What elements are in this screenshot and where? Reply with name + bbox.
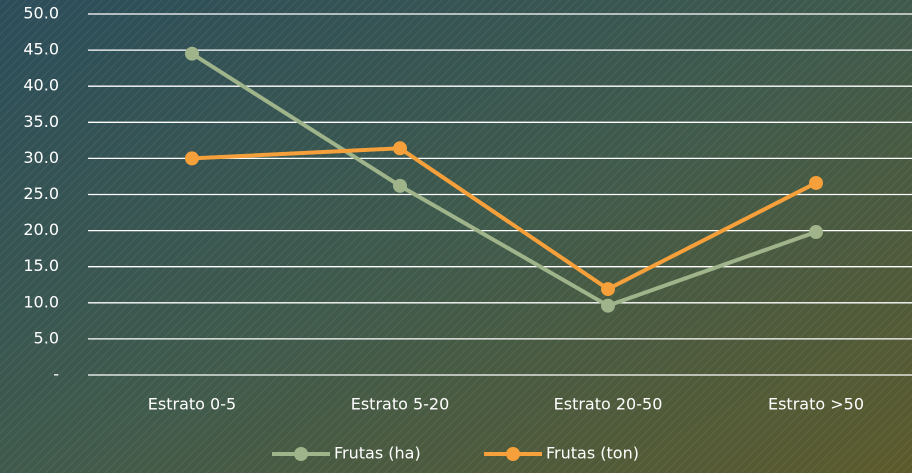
y-tick-label: 25.0 <box>23 184 59 203</box>
data-point <box>809 225 823 240</box>
y-tick-label: 40.0 <box>23 76 59 95</box>
y-tick-label: 45.0 <box>23 40 59 59</box>
x-tick-label: Estrato 20-50 <box>554 395 663 414</box>
legend-label: Frutas (ha) <box>334 444 421 463</box>
y-tick-label: 5.0 <box>34 328 59 347</box>
y-tick-label: 10.0 <box>23 292 59 311</box>
legend-marker <box>506 447 520 461</box>
data-point <box>601 298 615 313</box>
y-tick-label: 20.0 <box>23 220 59 239</box>
data-point <box>393 178 407 193</box>
data-point <box>393 141 407 156</box>
data-point <box>185 46 199 61</box>
legend-label: Frutas (ton) <box>546 444 639 463</box>
y-tick-label: 50.0 <box>23 4 59 23</box>
y-tick-label: - <box>53 365 59 384</box>
x-tick-label: Estrato 0-5 <box>148 395 236 414</box>
x-tick-label: Estrato 5-20 <box>351 395 450 414</box>
y-tick-label: 30.0 <box>23 148 59 167</box>
series-line <box>191 146 817 292</box>
y-tick-label: 35.0 <box>23 112 59 131</box>
y-tick-label: 15.0 <box>23 256 59 275</box>
legend-marker <box>294 447 308 461</box>
data-point <box>809 175 823 190</box>
series-line <box>190 52 817 308</box>
data-point <box>185 151 199 166</box>
x-tick-label: Estrato >50 <box>768 395 864 414</box>
data-point <box>601 282 615 297</box>
